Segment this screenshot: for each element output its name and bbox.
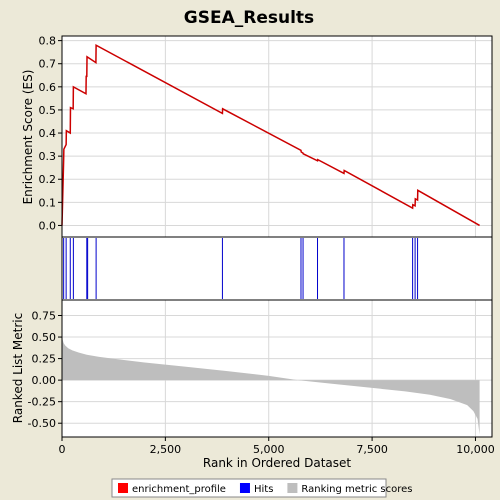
es-y-tick-label: 0.3: [39, 150, 57, 163]
es-y-axis-label: Enrichment Score (ES): [21, 70, 35, 205]
es-y-tick-label: 0.7: [39, 58, 57, 71]
legend-label: Ranking metric scores: [301, 484, 412, 495]
legend-swatch: [287, 483, 298, 493]
es-y-tick-label: 0.4: [39, 127, 57, 140]
hits-panel: [63, 238, 419, 299]
es-gridlines: [61, 36, 492, 237]
es-y-tick-label: 0.6: [39, 81, 57, 94]
es-y-tick-label: 0.1: [39, 196, 57, 209]
metric-y-tick-label: 0.00: [32, 374, 57, 387]
metric-frame: [61, 299, 493, 438]
enrichment-profile-line: [61, 43, 480, 227]
es-y-tick-label: 0.8: [39, 35, 57, 48]
es-y-tick-label: 0.2: [39, 173, 57, 186]
ranking-metric-area: [62, 332, 480, 435]
x-ticks: 0 2,500 5,000 7,500 10,000: [59, 437, 495, 456]
x-tick-label: 0: [59, 443, 66, 456]
chart-title: GSEA_Results: [184, 8, 314, 28]
x-axis-label: Rank in Ordered Dataset: [203, 456, 351, 470]
x-tick-label: 5,000: [253, 443, 285, 456]
es-plot-area: [62, 36, 492, 237]
es-y-ticks: 0.0 0.1 0.2 0.3 0.4 0.5 0.6 0.7 0.8: [39, 35, 62, 232]
metric-y-ticks: -0.50 -0.25 0.00 0.25 0.50 0.75: [28, 310, 62, 430]
legend: enrichment_profile Hits Ranking metric sco…: [111, 478, 413, 498]
hits-plot-area: [62, 237, 492, 300]
es-y-tick-label: 0.0: [39, 219, 57, 232]
x-tick-label: 10,000: [456, 443, 495, 456]
metric-y-tick-label: 0.50: [32, 331, 57, 344]
metric-y-axis-label: Ranked List Metric: [11, 313, 25, 423]
legend-swatch: [239, 483, 250, 493]
metric-y-tick-label: 0.25: [32, 353, 57, 366]
legend-label: Hits: [254, 484, 273, 495]
x-tick-label: 7,500: [356, 443, 388, 456]
metric-y-tick-label: -0.50: [28, 417, 56, 430]
x-tick-label: 2,500: [150, 443, 182, 456]
metric-y-tick-label: 0.75: [32, 310, 57, 323]
legend-label: enrichment_profile: [132, 484, 226, 495]
metric-y-tick-label: -0.25: [28, 396, 56, 409]
legend-swatch: [118, 483, 128, 493]
es-y-tick-label: 0.5: [39, 104, 57, 117]
